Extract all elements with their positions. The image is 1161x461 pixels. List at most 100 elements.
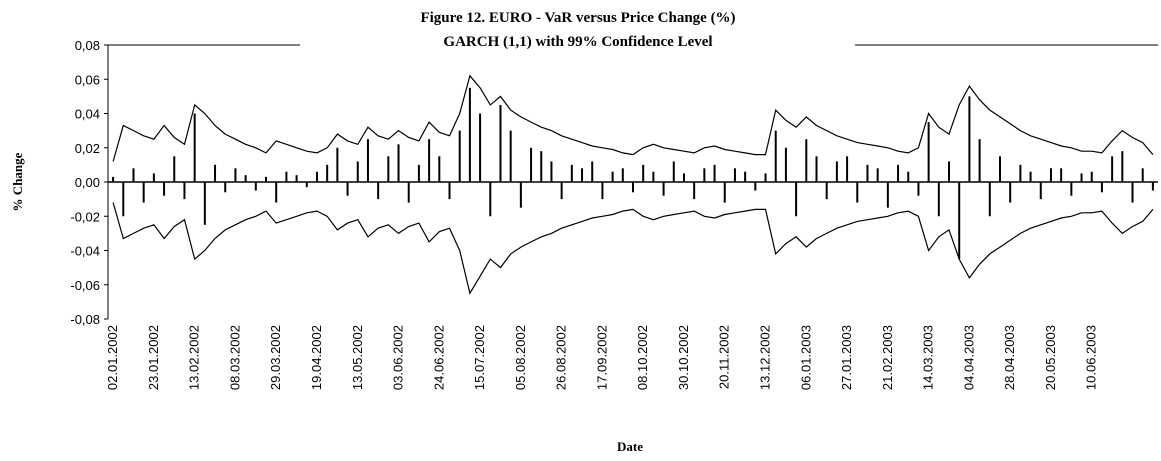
y-tick-label: 0,00 [75, 175, 100, 190]
bar [1039, 182, 1042, 200]
bar [835, 161, 838, 182]
bar [366, 139, 369, 182]
bar [234, 168, 237, 182]
bar [621, 168, 624, 182]
bar [326, 164, 329, 182]
y-tick-label: 0,02 [75, 141, 100, 156]
bar [377, 182, 380, 200]
bar [713, 164, 716, 182]
bar [958, 182, 961, 260]
var-line [112, 74, 1154, 162]
bar [530, 147, 533, 182]
bar [652, 171, 655, 182]
x-tick-label: 28.04.2003 [1002, 325, 1017, 390]
bar [479, 113, 482, 182]
bar [764, 173, 767, 182]
x-tick-label: 20.11.2002 [717, 325, 732, 389]
bar [305, 182, 308, 188]
bar [1009, 182, 1012, 203]
bar [428, 139, 431, 182]
bar [509, 130, 512, 182]
bar [805, 139, 808, 182]
bar [295, 175, 298, 182]
bar [733, 168, 736, 182]
bar [550, 161, 553, 182]
bar [825, 182, 828, 200]
bar [662, 182, 665, 196]
bar [948, 161, 951, 182]
bar [489, 182, 492, 217]
bar [642, 164, 645, 182]
bar [886, 182, 889, 208]
bar [744, 171, 747, 182]
bar [356, 161, 359, 182]
bar [795, 182, 798, 217]
x-tick-label: 26.08.2002 [554, 325, 569, 390]
bar [1100, 182, 1103, 193]
x-tick-label: 24.06.2002 [431, 325, 446, 390]
bar [499, 104, 502, 182]
bar [540, 151, 543, 182]
bar [163, 182, 166, 196]
bar [978, 139, 981, 182]
bar [214, 164, 217, 182]
bar [703, 168, 706, 182]
y-tick-label: 0,04 [75, 107, 100, 122]
bar [784, 147, 787, 182]
x-tick-label: 27.01.2003 [839, 325, 854, 390]
bar [1049, 168, 1052, 182]
bar [866, 164, 869, 182]
bar [346, 182, 349, 196]
x-tick-label: 30.10.2002 [676, 325, 691, 390]
x-tick-label: 06.01.2003 [798, 325, 813, 390]
chart-title: Figure 12. EURO - VaR versus Price Chang… [420, 10, 735, 26]
y-tick-label: 0,08 [75, 38, 100, 53]
bar [203, 182, 206, 225]
var-line [112, 202, 1154, 295]
x-tick-label: 20.05.2003 [1043, 325, 1058, 390]
bar [458, 130, 461, 182]
bar [448, 182, 451, 200]
bar [1080, 173, 1083, 182]
bar [132, 168, 135, 182]
y-tick-label: -0,04 [70, 244, 100, 259]
x-tick-label: 29.03.2002 [268, 325, 283, 390]
y-tick-label: 0,06 [75, 72, 100, 87]
bar [1060, 168, 1063, 182]
bar [907, 171, 910, 182]
bar [285, 171, 288, 182]
bar [846, 156, 849, 182]
y-tick-label: -0,06 [70, 278, 100, 293]
bar [601, 182, 604, 200]
bar [122, 182, 125, 217]
bar [917, 182, 920, 196]
bar [1090, 171, 1093, 182]
bar [265, 176, 268, 182]
bar [774, 130, 777, 182]
bar [315, 171, 318, 182]
y-axis-label: % Change [10, 152, 25, 211]
x-tick-label: 19.04.2002 [309, 325, 324, 390]
bar [112, 176, 115, 182]
bar [672, 161, 675, 182]
bar [1029, 171, 1032, 182]
bar [856, 182, 859, 203]
bar [1121, 151, 1124, 182]
bar [244, 175, 247, 182]
bar [560, 182, 563, 200]
x-tick-label: 13.02.2002 [187, 325, 202, 390]
bar [1131, 182, 1134, 203]
bar [142, 182, 145, 203]
bar [591, 161, 594, 182]
bar [815, 156, 818, 182]
x-tick-label: 21.02.2003 [880, 325, 895, 390]
bar [224, 182, 227, 193]
x-tick-label: 10.06.2003 [1084, 325, 1099, 390]
bar [173, 156, 176, 182]
bar [417, 164, 420, 182]
bar [937, 182, 940, 217]
x-tick-label: 05.08.2002 [513, 325, 528, 390]
bar [1151, 182, 1154, 191]
bar [387, 156, 390, 182]
